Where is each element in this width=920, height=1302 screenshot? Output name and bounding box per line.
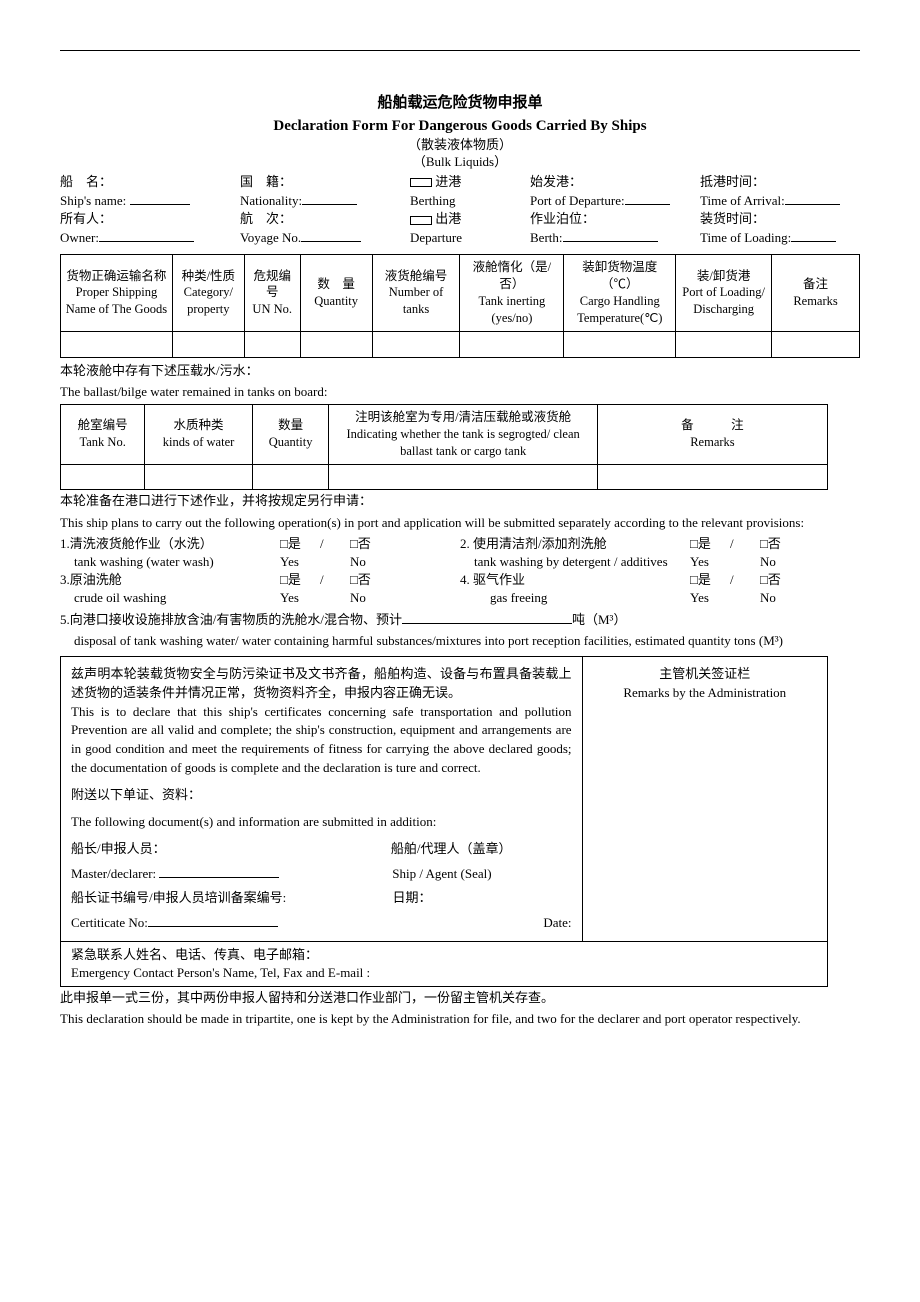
ship-cn: 船 名： xyxy=(60,173,240,192)
owner-cn: 所有人： xyxy=(60,210,240,229)
decl-right: 主管机关签证栏 Remarks by the Administration xyxy=(582,656,827,941)
goods-table: 货物正确运输名称Proper Shipping Name of The Good… xyxy=(60,254,860,357)
decl-left: 兹声明本轮装载货物安全与防污染证书及文书齐备，船舶构造、设备与布置具备装载上述货… xyxy=(61,656,583,941)
depart-port-cn: 始发港： xyxy=(530,173,700,192)
ops-row-1: 1.清洗液货舱作业（水洗）□是/□否 2. 使用清洁剂/添加剂洗舱□是/□否 xyxy=(60,535,860,553)
emergency-box: 紧急联系人姓名、电话、传真、电子邮箱： Emergency Contact Pe… xyxy=(60,942,828,987)
arrive-cn: 抵港时间： xyxy=(700,173,860,192)
berth-cn: 作业泊位： xyxy=(530,210,700,229)
voy-cn: 航 次： xyxy=(240,210,410,229)
op5: 5.向港口接收设施排放含油/有害物质的洗舱水/混合物、预计吨（M³） xyxy=(60,611,860,629)
berth2-en: Berth: xyxy=(530,229,700,248)
t2-c4: 注明该舱室为专用/清洁压载舱或液货舱Indicating whether the… xyxy=(329,404,597,464)
title-cn: 船舶载运危险货物申报单 xyxy=(60,91,860,112)
owner-en: Owner: xyxy=(60,229,240,248)
ballast-en: The ballast/bilge water remained in tank… xyxy=(60,383,860,401)
ballast-cn: 本轮液舱中存有下述压载水/污水： xyxy=(60,362,860,380)
load-cn: 装货时间： xyxy=(700,210,860,229)
top-rule xyxy=(60,50,860,51)
note-cn: 此申报单一式三份，其中两份申报人留持和分送港口作业部门，一份留主管机关存查。 xyxy=(60,989,860,1007)
t2-c1: 舱室编号Tank No. xyxy=(61,404,145,464)
ballast-table: 舱室编号Tank No. 水质种类kinds of water 数量Quanti… xyxy=(60,404,828,491)
depart-port-en: Port of Departure: xyxy=(530,192,700,211)
t1-c7: 装卸货物温度（℃）Cargo Handling Temperature(℃) xyxy=(564,255,676,332)
ops-row-2-en: crude oil washingYesNo gas freeingYesNo xyxy=(60,589,860,607)
t1-c3: 危规编号UN No. xyxy=(244,255,300,332)
declaration-box: 兹声明本轮装载货物安全与防污染证书及文书齐备，船舶构造、设备与布置具备装载上述货… xyxy=(60,656,828,942)
plan-cn: 本轮准备在港口进行下述作业，并将按规定另行申请： xyxy=(60,492,860,510)
berth-out: 出港 xyxy=(410,210,530,229)
berth-in: 进港 xyxy=(410,173,530,192)
t2-c2: 水质种类kinds of water xyxy=(145,404,252,464)
op5-en: disposal of tank washing water/ water co… xyxy=(60,632,860,650)
subtitle-cn: （散装液体物质） xyxy=(60,137,860,154)
dep-en: Departure xyxy=(410,229,530,248)
t1-empty-row xyxy=(61,331,860,357)
ship-en: Ship's name: xyxy=(60,192,240,211)
header-grid: 船 名： 国 籍： 进港 始发港： 抵港时间： Ship's name: Nat… xyxy=(60,173,860,248)
berth-en: Berthing xyxy=(410,192,530,211)
t1-c9: 备注Remarks xyxy=(772,255,860,332)
subtitle-en: （Bulk Liquids） xyxy=(60,154,860,171)
arrive-en: Time of Arrival: xyxy=(700,192,860,211)
plan-en: This ship plans to carry out the followi… xyxy=(60,514,860,532)
note-en: This declaration should be made in tripa… xyxy=(60,1010,860,1028)
t2-c5: 备 注Remarks xyxy=(597,404,827,464)
title-en: Declaration Form For Dangerous Goods Car… xyxy=(60,118,860,135)
t1-c4: 数 量Quantity xyxy=(300,255,372,332)
t1-c6: 液舱惰化（是/否）Tank inerting (yes/no) xyxy=(460,255,564,332)
voy-en: Voyage No. xyxy=(240,229,410,248)
ops-row-1-en: tank washing (water wash)YesNo tank wash… xyxy=(60,553,860,571)
nat-en: Nationality: xyxy=(240,192,410,211)
t2-c3: 数量Quantity xyxy=(252,404,329,464)
load-en: Time of Loading: xyxy=(700,229,860,248)
t1-c1: 货物正确运输名称Proper Shipping Name of The Good… xyxy=(61,255,173,332)
t1-c5: 液货舱编号Number of tanks xyxy=(372,255,460,332)
ops-row-2: 3.原油洗舱□是/□否 4. 驱气作业□是/□否 xyxy=(60,571,860,589)
t1-c8: 装/卸货港Port of Loading/ Discharging xyxy=(676,255,772,332)
t2-empty-row xyxy=(61,464,828,490)
t1-c2: 种类/性质Category/ property xyxy=(172,255,244,332)
nat-cn: 国 籍： xyxy=(240,173,410,192)
